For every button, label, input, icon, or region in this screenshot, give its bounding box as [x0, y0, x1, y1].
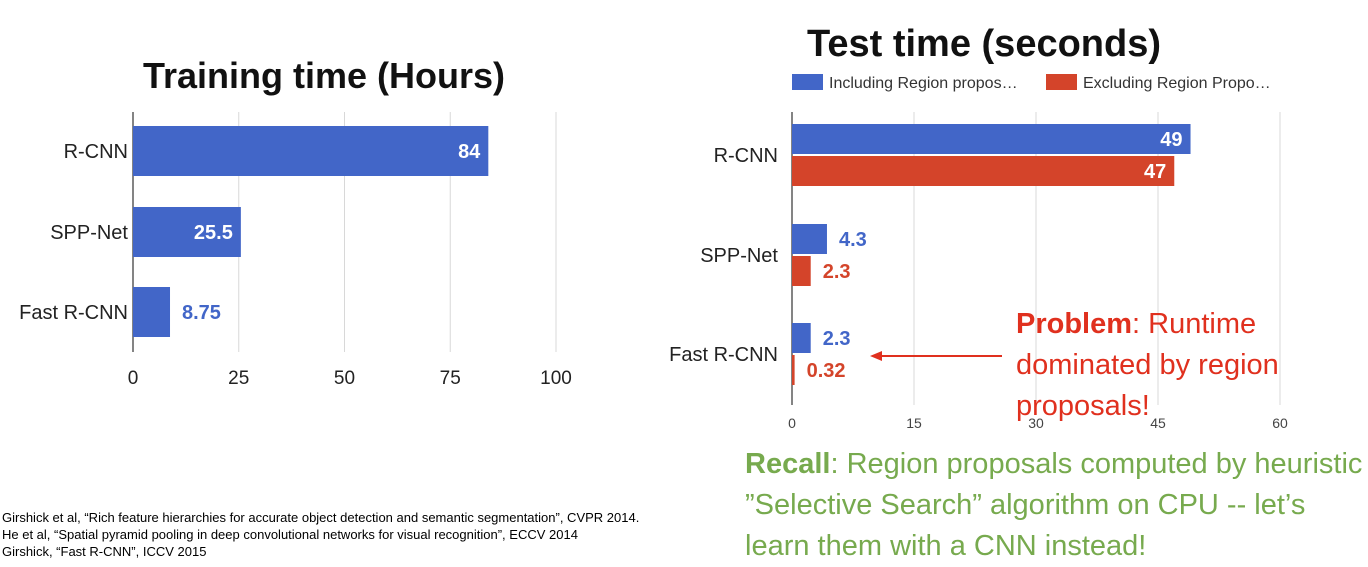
- data-label: 84: [458, 141, 481, 163]
- reference-item: Girshick et al, “Rich feature hierarchie…: [2, 510, 640, 525]
- problem-text: : Runtime dominated by region proposals!: [1016, 308, 1279, 422]
- category-label: SPP-Net: [700, 245, 778, 267]
- recall-label: Recall: [745, 448, 831, 480]
- data-label: 2.3: [823, 328, 851, 350]
- training-time-chart: Training time (Hours) 84 25.5 8.75 R-CNN SP…: [19, 55, 572, 389]
- reference-item: Girshick, “Fast R-CNN”, ICCV 2015: [2, 544, 207, 559]
- category-label: Fast R-CNN: [19, 302, 128, 324]
- x-tick-label: 100: [540, 368, 572, 389]
- data-label: 47: [1144, 161, 1166, 183]
- x-tick-label: 0: [128, 368, 139, 389]
- x-tick-label: 25: [228, 368, 249, 389]
- bar: [792, 323, 811, 353]
- training-category-labels: R-CNN SPP-Net Fast R-CNN: [19, 141, 128, 324]
- category-label: R-CNN: [714, 145, 778, 167]
- problem-label: Problem: [1016, 308, 1133, 340]
- data-label: 25.5: [194, 222, 233, 244]
- x-tick-label: 75: [440, 368, 461, 389]
- bar: [133, 207, 241, 257]
- test-bars: 49 47 4.3 2.3 2.3 0.32: [792, 124, 1191, 385]
- reference-item: He et al, “Spatial pyramid pooling in de…: [2, 527, 578, 542]
- data-label: 49: [1160, 129, 1182, 151]
- references: Girshick et al, “Rich feature hierarchie…: [2, 509, 639, 560]
- test-time-chart: Test time (seconds) Including Region pro…: [669, 23, 1288, 431]
- legend-label: Excluding Region Propo…: [1083, 75, 1271, 92]
- x-tick-label: 60: [1272, 415, 1288, 431]
- test-legend: Including Region propos… Excluding Region…: [792, 74, 1271, 92]
- bar: [792, 124, 1191, 154]
- problem-arrow: [870, 351, 1002, 361]
- bar: [133, 126, 489, 176]
- data-label: 4.3: [839, 229, 867, 251]
- legend-swatch: [792, 74, 823, 90]
- training-x-ticks: 0 25 50 75 100: [128, 368, 572, 389]
- test-category-labels: R-CNN SPP-Net Fast R-CNN: [669, 145, 778, 366]
- bar: [792, 156, 1175, 186]
- x-tick-label: 15: [906, 415, 922, 431]
- data-label: 8.75: [182, 302, 221, 324]
- problem-annotation: Problem: Runtime dominated by region pro…: [1016, 304, 1356, 427]
- data-label: 0.32: [807, 360, 846, 382]
- training-bars: 84 25.5 8.75: [133, 126, 489, 337]
- test-chart-title: Test time (seconds): [807, 23, 1161, 65]
- recall-annotation: Recall: Region proposals computed by heu…: [745, 444, 1365, 567]
- x-tick-label: 50: [334, 368, 355, 389]
- legend-label: Including Region propos…: [829, 75, 1018, 92]
- legend-swatch: [1046, 74, 1077, 90]
- category-label: R-CNN: [64, 141, 128, 163]
- bar: [792, 256, 811, 286]
- recall-text: : Region proposals computed by heuristic…: [745, 448, 1363, 562]
- category-label: SPP-Net: [50, 222, 128, 244]
- data-label: 2.3: [823, 261, 851, 283]
- bar: [792, 224, 827, 254]
- bar: [792, 355, 795, 385]
- x-tick-label: 30: [1028, 415, 1044, 431]
- x-tick-label: 45: [1150, 415, 1166, 431]
- x-tick-label: 0: [788, 415, 796, 431]
- test-x-ticks: 0 15 30 45 60: [788, 415, 1288, 431]
- bar: [133, 287, 171, 337]
- category-label: Fast R-CNN: [669, 344, 778, 366]
- training-chart-title: Training time (Hours): [143, 55, 505, 96]
